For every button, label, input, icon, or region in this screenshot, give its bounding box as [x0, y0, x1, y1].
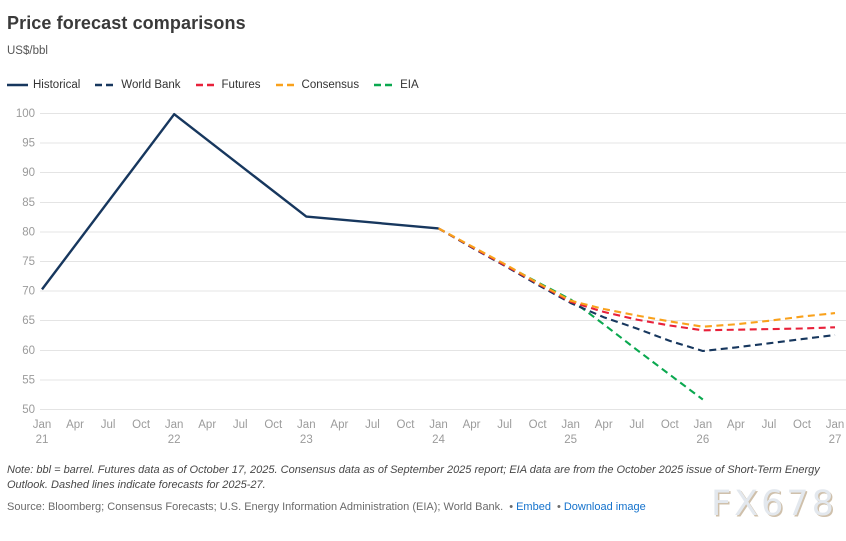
series-line-consensus — [438, 227, 836, 328]
x-tick-year: 25 — [564, 434, 577, 446]
x-tick-year: 26 — [696, 434, 709, 446]
x-tick-month: Jul — [762, 419, 777, 431]
embed-link[interactable]: Embed — [516, 501, 551, 513]
x-tick-year: 22 — [168, 434, 181, 446]
y-tick-label: 95 — [22, 138, 35, 150]
chart-title: Price forecast comparisons — [7, 13, 246, 33]
y-tick-label: 50 — [22, 404, 35, 416]
legend-swatch-dashed — [374, 83, 396, 87]
legend-swatch-dashed — [95, 83, 117, 87]
legend-label: Consensus — [301, 79, 360, 91]
y-tick-label: 100 — [16, 108, 35, 120]
x-tick-month: Jan — [33, 419, 52, 431]
series-line-world-bank — [437, 227, 836, 353]
y-tick-label: 55 — [22, 374, 35, 386]
watermark: FX678 — [711, 484, 837, 524]
x-tick-month: Jan — [429, 419, 448, 431]
x-tick-year: 21 — [36, 434, 49, 446]
x-tick-month: Oct — [397, 419, 416, 431]
y-tick-label: 65 — [22, 315, 35, 327]
source-text: Source: Bloomberg; Consensus Forecasts; … — [7, 501, 504, 513]
series-line-futures — [437, 227, 836, 332]
x-tick-year: 23 — [300, 434, 313, 446]
bullet-separator: • — [556, 501, 561, 513]
x-tick-month: Apr — [66, 419, 84, 431]
x-tick-month: Jan — [826, 419, 845, 431]
bullet-separator: • — [509, 501, 514, 513]
x-tick-month: Jul — [101, 419, 116, 431]
legend-label: Historical — [33, 79, 81, 91]
x-tick-year: 27 — [829, 434, 842, 446]
chart-note: Note: bbl = barrel. Futures data as of O… — [7, 464, 820, 492]
y-tick-label: 60 — [22, 345, 35, 357]
x-tick-month: Jan — [165, 419, 184, 431]
legend-label: World Bank — [121, 79, 181, 91]
x-tick-month: Apr — [727, 419, 745, 431]
download-image-link[interactable]: Download image — [563, 501, 646, 513]
legend-swatch-dashed — [275, 83, 297, 87]
x-tick-month: Jan — [561, 419, 580, 431]
x-tick-month: Apr — [330, 419, 348, 431]
y-tick-label: 90 — [22, 167, 35, 179]
price-forecast-chart: 50 55 60 65 70 75 80 85 90 95 100 Jan 21 Apr Jul Oct Jan… — [16, 108, 846, 446]
x-tick-month: Jul — [365, 419, 380, 431]
series-line-eia — [437, 227, 704, 401]
x-tick-month: Jan — [694, 419, 713, 431]
legend-item-world-bank: World Bank — [95, 79, 181, 91]
legend-swatch-solid — [7, 83, 28, 87]
source-row: Source: Bloomberg; Consensus Forecasts; … — [7, 501, 646, 513]
x-tick-month: Apr — [595, 419, 613, 431]
chart-units-label: US$/bbl — [7, 45, 48, 57]
legend-label: EIA — [400, 79, 419, 91]
x-tick-month: Oct — [132, 419, 151, 431]
series-line-historical — [41, 112, 439, 291]
legend-label: Futures — [221, 79, 261, 91]
y-tick-label: 80 — [22, 226, 35, 238]
x-tick-month: Oct — [793, 419, 812, 431]
x-tick-month: Jul — [629, 419, 644, 431]
x-tick-month: Jan — [297, 419, 316, 431]
x-tick-month: Jul — [497, 419, 512, 431]
x-tick-month: Oct — [529, 419, 548, 431]
legend-item-eia: EIA — [374, 79, 419, 91]
x-tick-month: Oct — [661, 419, 680, 431]
x-tick-month: Apr — [463, 419, 481, 431]
x-tick-year: 24 — [432, 434, 445, 446]
legend-item-historical: Historical — [7, 79, 80, 91]
x-tick-month: Apr — [198, 419, 216, 431]
y-tick-label: 85 — [22, 197, 35, 209]
legend-item-futures: Futures — [195, 79, 261, 91]
legend-item-consensus: Consensus — [275, 79, 360, 91]
x-tick-month: Jul — [233, 419, 248, 431]
y-tick-label: 75 — [22, 256, 35, 268]
legend-swatch-dashed — [195, 83, 217, 87]
y-tick-label: 70 — [22, 286, 35, 298]
chart-legend: Historical World Bank Futures Consensus EIA — [7, 79, 419, 91]
x-tick-month: Oct — [264, 419, 283, 431]
